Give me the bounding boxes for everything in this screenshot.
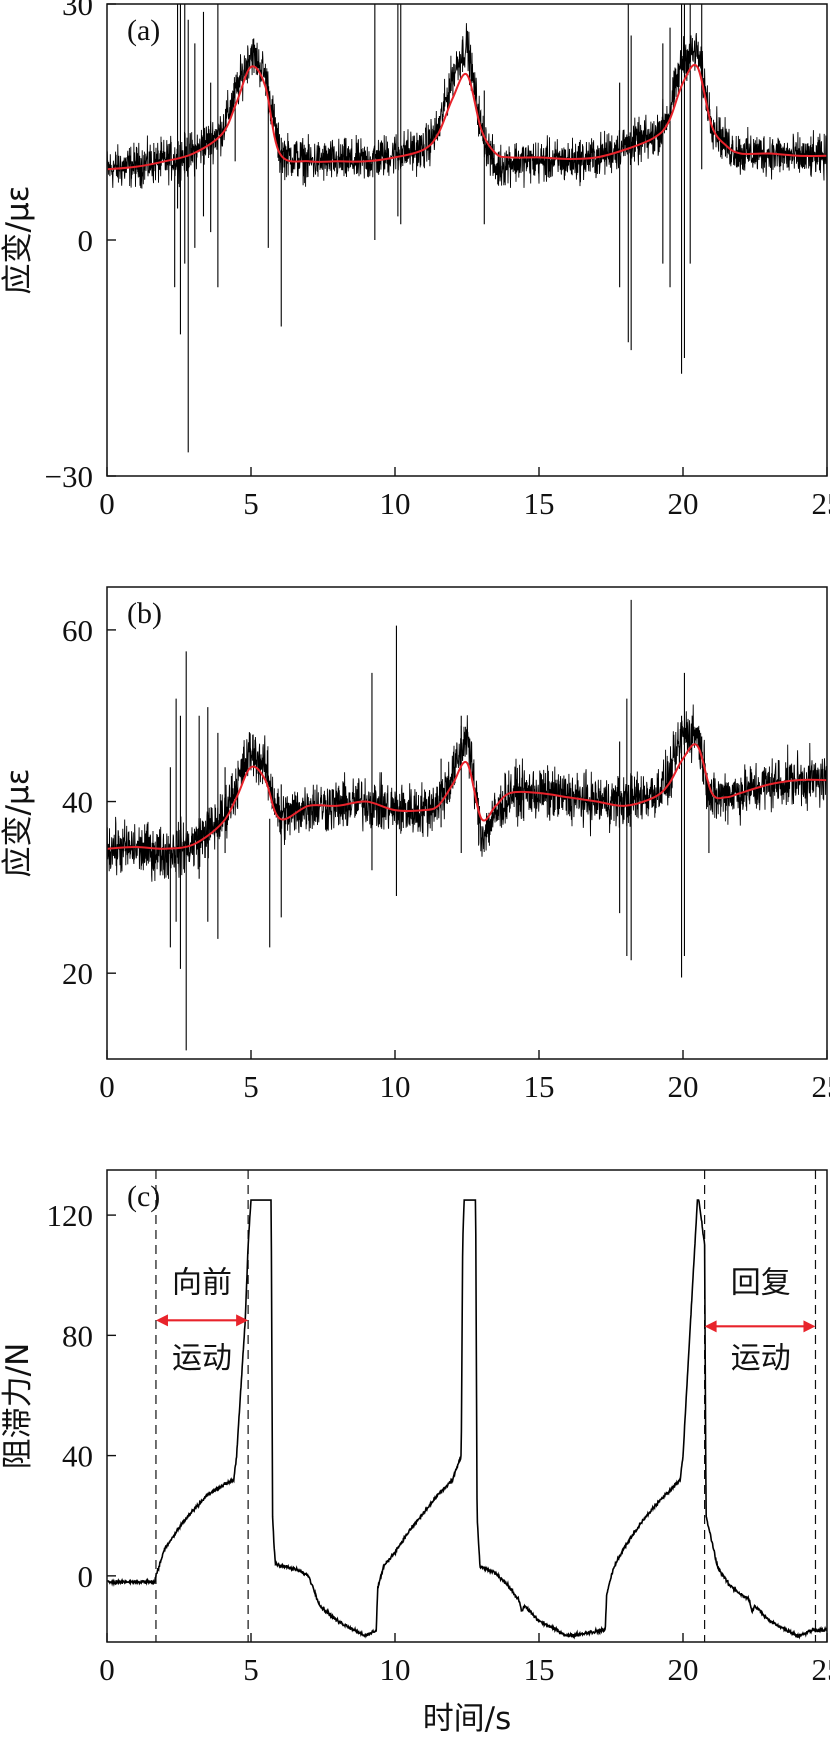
arrow-head-right: [236, 1314, 249, 1327]
y-tick-label: −30: [45, 459, 93, 494]
y-tick-label: 120: [47, 1198, 94, 1233]
annotation-label: 回复: [731, 1266, 791, 1301]
x-tick-label: 25: [812, 1069, 830, 1104]
arrow-head-right: [803, 1320, 816, 1333]
y-axis-label: 应变/με: [0, 186, 36, 295]
y-tick-label: 40: [62, 1439, 93, 1474]
y-tick-label: 0: [78, 1559, 94, 1594]
y-tick-label: 60: [62, 613, 93, 648]
x-tick-label: 25: [812, 1652, 830, 1687]
x-tick-label: 15: [524, 1069, 555, 1104]
x-tick-label: 0: [99, 1069, 115, 1104]
y-tick-label: 80: [62, 1318, 93, 1353]
x-tick-label: 0: [99, 1652, 115, 1687]
plot-area: [107, 4, 827, 453]
panel-a: 0510152025300−30(a)应变/με: [0, 0, 830, 521]
arrow-head-left: [704, 1320, 717, 1333]
raw-signal-line: [107, 704, 827, 882]
panel-label: (b): [127, 597, 162, 630]
x-tick-label: 5: [243, 1652, 259, 1687]
y-tick-label: 30: [62, 0, 93, 22]
annotation-label: 向前: [172, 1266, 232, 1301]
plot-area: [107, 1170, 827, 1642]
x-tick-label: 5: [243, 1069, 259, 1104]
force-line: [107, 1199, 827, 1640]
y-axis-label: 应变/με: [0, 769, 36, 878]
x-tick-label: 20: [668, 1069, 699, 1104]
x-tick-label: 15: [524, 1652, 555, 1687]
x-tick-label: 15: [524, 486, 555, 521]
panel-label: (a): [127, 14, 160, 47]
x-tick-label: 20: [668, 1652, 699, 1687]
x-tick-label: 20: [668, 486, 699, 521]
x-tick-label: 0: [99, 486, 115, 521]
plot-area: [107, 599, 827, 1051]
x-tick-label: 5: [243, 486, 259, 521]
x-tick-label: 10: [380, 1069, 411, 1104]
y-tick-label: 40: [62, 785, 93, 820]
panel-b: 0 5 10 15 20 25 60 40 20 (b) 应变/με: [0, 586, 830, 1104]
y-tick-label: 20: [62, 956, 93, 991]
smoothed-line: [107, 743, 827, 850]
x-axis-label: 时间/s: [423, 1701, 512, 1737]
x-tick-label: 10: [380, 486, 411, 521]
raw-signal-line: [107, 23, 827, 189]
y-axis-label: 阻滞力/N: [0, 1343, 36, 1470]
annotation-label: 运动: [731, 1341, 791, 1376]
x-tick-label: 10: [380, 1652, 411, 1687]
panel-label: (c): [127, 1180, 160, 1213]
annotation-label: 运动: [172, 1341, 232, 1376]
x-tick-label: 25: [812, 486, 830, 521]
y-tick-label: 0: [78, 223, 94, 258]
plot-frame: [106, 586, 828, 1060]
arrow-head-left: [155, 1314, 168, 1327]
plot-frame: [106, 1169, 828, 1643]
smoothed-line: [107, 64, 827, 171]
